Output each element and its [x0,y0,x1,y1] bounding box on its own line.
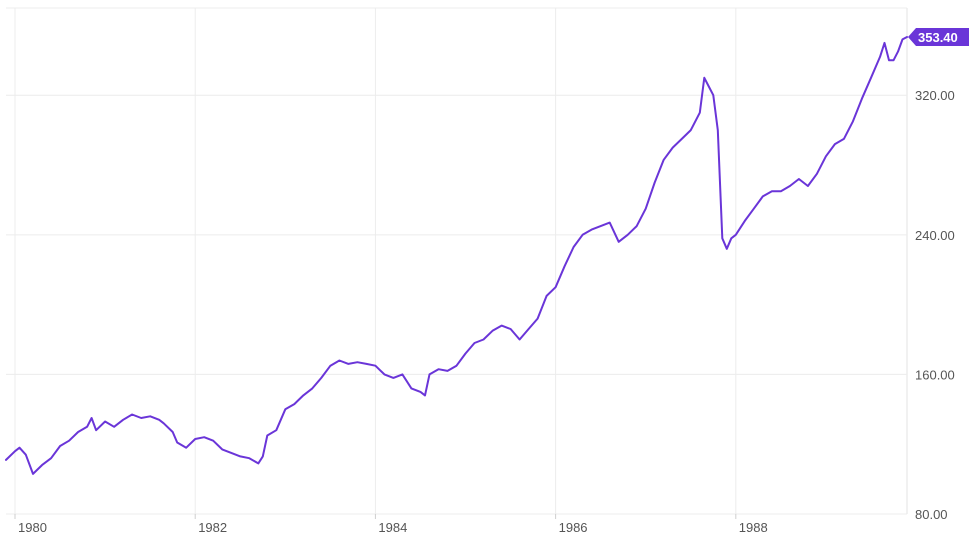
y-tick-label: 160.00 [915,367,955,382]
grid-lines [6,8,907,515]
y-axis-ticks: 80.00 160.00 240.00 320.00 [915,88,955,522]
series-layer [5,36,908,475]
y-tick-label: 240.00 [915,228,955,243]
series-line [5,36,908,475]
last-value-label: 353.40 [918,30,958,45]
last-value-tag-shape [908,27,969,46]
x-tick-label: 1980 [18,520,47,535]
x-tick-label: 1988 [739,520,768,535]
y-tick-label: 80.00 [915,507,948,522]
plot-area [6,7,908,515]
last-value-tag: 353.40 [908,27,969,46]
x-tick-label: 1984 [378,520,407,535]
y-tick-label: 320.00 [915,88,955,103]
x-axis-ticks: 1980 1982 1984 1986 1988 [14,514,768,535]
x-tick-label: 1982 [198,520,227,535]
x-tick-label: 1986 [559,520,588,535]
